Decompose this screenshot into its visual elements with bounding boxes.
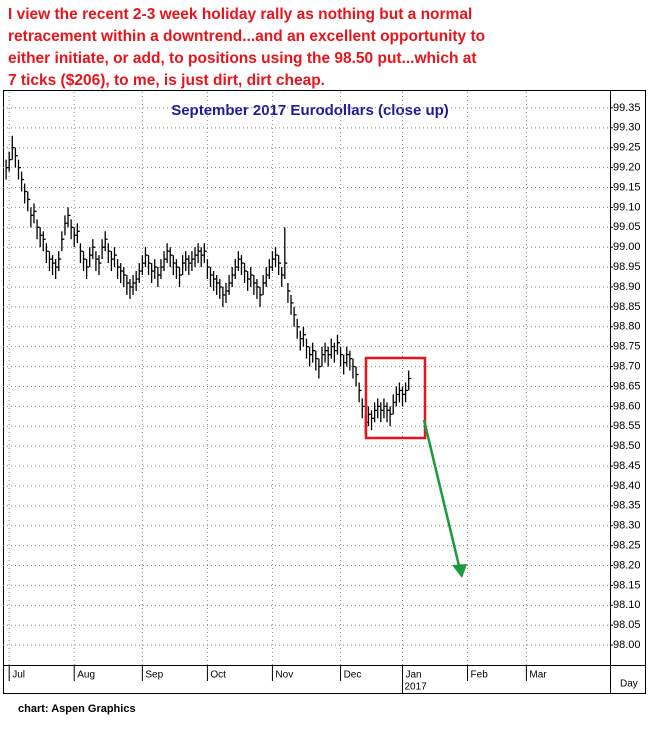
y-tick-label: 98.85: [613, 301, 641, 313]
arrow-head: [452, 564, 467, 578]
y-tick-label: 99.20: [613, 162, 641, 174]
y-tick-label: 98.90: [613, 281, 641, 293]
y-tick-label: 99.10: [613, 201, 641, 213]
y-tick-label: 99.05: [613, 221, 641, 233]
y-tick-label: 98.20: [613, 559, 641, 571]
x-tick-label: Oct: [210, 670, 226, 681]
x-tick-label: Sep: [145, 670, 163, 681]
x-axis-label: Day: [620, 679, 638, 690]
x-tick-label: Jan: [406, 670, 422, 681]
annotation-line: either initiate, or add, to positions us…: [8, 50, 477, 67]
annotation: I view the recent 2-3 week holiday rally…: [8, 6, 485, 89]
year-label: 2017: [405, 682, 428, 693]
y-tick-label: 99.30: [613, 122, 641, 134]
y-tick-label: 98.15: [613, 579, 641, 591]
x-tick-label: Feb: [471, 670, 489, 681]
y-tick-label: 99.35: [613, 102, 641, 114]
y-tick-label: 98.05: [613, 619, 641, 631]
frame: [3, 90, 646, 694]
y-tick-label: 98.80: [613, 321, 641, 333]
arrow-shaft: [422, 419, 462, 571]
x-tick-label: Jul: [12, 670, 25, 681]
y-tick-label: 98.50: [613, 440, 641, 452]
annotation-line: retracement within a downtrend...and an …: [8, 28, 485, 45]
y-tick-label: 98.40: [613, 480, 641, 492]
x-tick-label: Dec: [344, 670, 362, 681]
source: chart: Aspen Graphics: [18, 703, 136, 715]
y-tick-label: 98.95: [613, 261, 641, 273]
chart-title: September 2017 Eurodollars (close up): [171, 102, 449, 119]
y-tick-label: 98.25: [613, 540, 641, 552]
y-tick-label: 98.60: [613, 400, 641, 412]
annotation-line: 7 ticks ($206), to me, is just dirt, dir…: [8, 72, 325, 89]
y-tick-label: 98.35: [613, 500, 641, 512]
y-tick-label: 98.45: [613, 460, 641, 472]
annotation-line: I view the recent 2-3 week holiday rally…: [8, 6, 472, 23]
y-tick-label: 98.75: [613, 341, 641, 353]
highlight-box: [364, 356, 427, 440]
y-tick-label: 99.25: [613, 142, 641, 154]
y-tick-label: 99.15: [613, 181, 641, 193]
y-tick-label: 98.10: [613, 599, 641, 611]
y-tick-label: 98.00: [613, 639, 641, 651]
x-tick-label: Mar: [529, 670, 547, 681]
y-tick-label: 98.70: [613, 360, 641, 372]
y-tick-label: 99.00: [613, 241, 641, 253]
x-tick-label: Nov: [275, 670, 293, 681]
y-tick-label: 98.55: [613, 420, 641, 432]
y-tick-label: 98.65: [613, 380, 641, 392]
plot: 98.00 98.05 98.10 98.15 98.20 98.25 98.30 98.35…: [3, 92, 641, 693]
x-tick-label: Aug: [77, 670, 95, 681]
y-tick-label: 98.30: [613, 520, 641, 532]
